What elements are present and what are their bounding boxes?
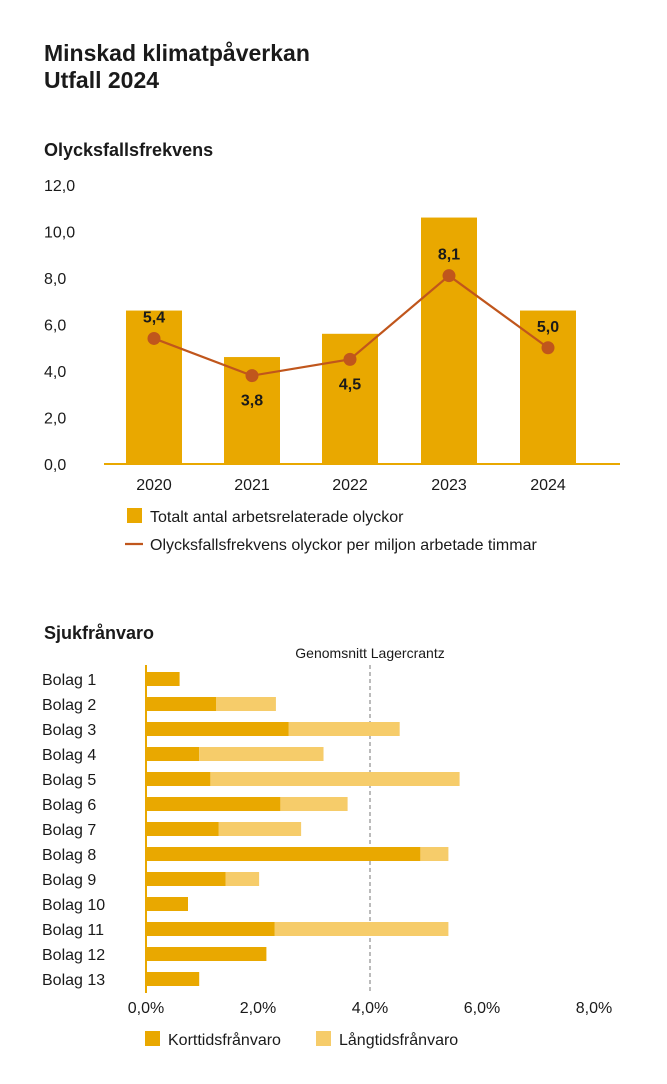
category-label: Bolag 11 [42,922,104,939]
bar-short-term [146,947,267,961]
category-label: Bolag 12 [42,947,105,964]
x-tick-label: 4,0% [352,1000,388,1017]
bar-short-term [146,972,200,986]
x-tick-label: 2022 [332,477,368,494]
bar-long-term [225,872,260,886]
category-label: Bolag 8 [42,847,96,864]
bar-short-term [146,847,421,861]
y-tick-label: 0,0 [44,457,66,474]
category-label: Bolag 4 [42,747,96,764]
category-label: Bolag 1 [42,672,96,689]
line-point [541,341,555,355]
reference-line-label: Genomsnitt Lagercrantz [295,645,444,661]
legend-short-term-label: Korttidsfrånvaro [168,1031,281,1049]
x-tick-label: 2023 [431,477,467,494]
bar-2024 [520,310,576,464]
line-data-label: 3,8 [241,393,263,410]
y-tick-label: 8,0 [44,271,66,288]
bar-short-term [146,797,281,811]
category-label: Bolag 13 [42,972,105,989]
legend-long-term-label: Långtidsfrånvaro [339,1031,458,1049]
line-data-label: 4,5 [339,376,361,393]
line-data-label: 5,0 [537,319,559,336]
y-tick-label: 4,0 [44,364,66,381]
bar-long-term [288,722,400,736]
page-title-line2: Utfall 2024 [44,67,160,93]
bar-short-term [146,772,211,786]
bar-short-term [146,747,200,761]
accident-chart-title: Olycksfallsfrekvens [44,140,214,160]
x-tick-label: 6,0% [464,1000,500,1017]
y-tick-label: 10,0 [44,225,75,242]
line-point [147,331,161,345]
y-tick-label: 6,0 [44,318,66,335]
x-tick-label: 2020 [136,477,172,494]
legend-short-term-swatch [145,1031,160,1046]
bar-short-term [146,697,216,711]
legend-line-label: Olycksfallsfrekvens olyckor per miljon a… [150,537,537,554]
bar-long-term [280,797,348,811]
page-title: Minskad klimatpåverkan Utfall 2024 [44,40,310,94]
x-tick-label: 0,0% [128,1000,164,1017]
line-data-label: 5,4 [143,309,165,326]
bar-short-term [146,897,188,911]
x-tick-label: 2024 [530,477,566,494]
bar-short-term [146,872,226,886]
bar-long-term [274,922,449,936]
bar-long-term [216,697,276,711]
y-tick-label: 12,0 [44,178,75,195]
x-tick-label: 2,0% [240,1000,276,1017]
sick-leave-chart-title: Sjukfrånvaro [44,623,155,643]
category-label: Bolag 3 [42,722,96,739]
category-label: Bolag 7 [42,822,96,839]
page-title-line1: Minskad klimatpåverkan [44,40,310,66]
category-label: Bolag 2 [42,697,96,714]
legend-bar-label: Totalt antal arbetsrelaterade olyckor [150,509,404,526]
x-tick-label: 8,0% [576,1000,612,1017]
legend-bar-swatch [127,508,142,523]
category-label: Bolag 10 [42,897,105,914]
bar-short-term [146,722,289,736]
bar-2023 [421,217,477,464]
line-point [245,369,259,383]
bar-long-term [199,747,324,761]
line-point [343,352,357,366]
bar-short-term [146,922,275,936]
line-point [442,269,456,283]
bar-long-term [218,822,302,836]
x-tick-label: 2021 [234,477,270,494]
bar-short-term [146,672,180,686]
bar-long-term [210,772,460,786]
accident-frequency-chart: 0,0 2,0 4,0 6,0 8,0 10,0 12,0 2020 2021 2022 2023 2… [44,178,620,554]
category-label: Bolag 5 [42,772,96,789]
bar-short-term [146,822,219,836]
y-tick-label: 2,0 [44,411,66,428]
category-label: Bolag 9 [42,872,96,889]
bar-long-term [420,847,449,861]
line-data-label: 8,1 [438,247,460,264]
category-label: Bolag 6 [42,797,96,814]
legend-long-term-swatch [316,1031,331,1046]
